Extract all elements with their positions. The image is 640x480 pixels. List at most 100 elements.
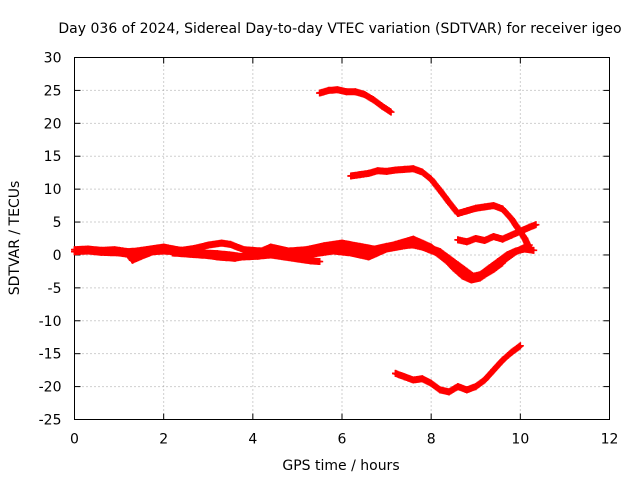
data-point	[490, 202, 498, 210]
x-tick-label: 10	[511, 432, 529, 448]
y-tick-label: 0	[53, 248, 62, 264]
data-point	[512, 221, 520, 229]
data-point	[436, 248, 444, 256]
data-point	[400, 165, 408, 173]
data-point	[472, 204, 480, 212]
data-point	[222, 254, 230, 262]
y-tick-label: -25	[39, 413, 62, 429]
data-point	[360, 90, 368, 98]
data-point	[454, 261, 462, 269]
data-point	[463, 386, 471, 394]
data-point	[240, 252, 248, 260]
y-tick-label: 15	[44, 149, 62, 165]
data-point	[383, 167, 391, 175]
data-points	[71, 86, 540, 396]
x-tick-label: 6	[338, 432, 347, 448]
x-axis: 0 2 4 6 8 10 12	[70, 57, 619, 448]
data-point	[334, 86, 342, 94]
data-point	[427, 175, 435, 183]
data-point	[436, 186, 444, 194]
series-track-4	[169, 240, 506, 282]
data-point	[418, 168, 426, 176]
data-point	[445, 254, 453, 262]
data-point	[409, 376, 417, 384]
data-point	[128, 256, 136, 264]
data-point	[142, 248, 150, 256]
data-point	[307, 257, 315, 265]
data-point	[454, 209, 462, 217]
data-point	[445, 388, 453, 396]
data-point	[186, 250, 194, 258]
data-point	[378, 102, 386, 110]
data-point	[71, 248, 78, 256]
data-point	[499, 259, 506, 267]
chart-title: Day 036 of 2024, Sidereal Day-to-day VTE…	[58, 21, 621, 37]
x-tick-label: 4	[248, 432, 257, 448]
data-point	[365, 253, 373, 261]
data-point	[369, 96, 377, 104]
y-tick-label: 25	[44, 83, 62, 99]
data-point	[472, 274, 480, 282]
data-point	[347, 249, 355, 257]
series-track-5	[316, 86, 395, 116]
data-point	[490, 233, 498, 241]
data-point	[530, 246, 538, 254]
data-point	[84, 247, 92, 255]
data-point	[227, 240, 235, 248]
data-point	[320, 242, 328, 250]
data-point	[427, 244, 435, 252]
data-point	[427, 379, 435, 387]
data-point	[472, 383, 480, 391]
data-point	[516, 227, 524, 235]
data-point	[169, 249, 177, 257]
data-point	[499, 205, 506, 213]
data-point	[240, 246, 248, 254]
data-point	[316, 89, 324, 97]
data-point	[316, 258, 324, 266]
data-point	[481, 376, 489, 384]
data-point	[356, 171, 364, 179]
data-point	[418, 240, 426, 248]
data-point	[525, 223, 533, 231]
y-tick-label: -10	[39, 314, 62, 330]
y-tick-label: 5	[53, 215, 62, 231]
data-point	[115, 249, 123, 257]
series-track-8	[392, 342, 524, 396]
data-point	[383, 245, 391, 253]
data-point	[400, 373, 408, 381]
data-point	[481, 203, 489, 211]
series-track-6	[347, 165, 533, 252]
data-point	[400, 242, 408, 250]
y-axis: -25 -20 -15 -10 -5 0 5 10 15 20 25 30	[39, 51, 610, 429]
x-tick-label: 8	[427, 432, 436, 448]
x-tick-label: 2	[159, 432, 168, 448]
data-point	[356, 242, 364, 250]
data-point	[507, 215, 515, 223]
data-point	[374, 167, 382, 175]
data-point	[329, 247, 337, 255]
data-point	[347, 172, 355, 180]
data-point	[392, 369, 399, 377]
data-point	[392, 166, 399, 174]
data-point	[276, 252, 284, 260]
data-point	[97, 248, 105, 256]
data-point	[521, 235, 529, 242]
grid	[74, 57, 610, 420]
data-point	[481, 236, 489, 244]
data-point	[302, 246, 310, 254]
data-point	[338, 239, 346, 247]
data-point	[472, 235, 480, 242]
data-point	[445, 198, 453, 206]
y-tick-label: -15	[39, 347, 62, 363]
data-point	[512, 248, 520, 256]
series-track-7	[454, 221, 540, 246]
data-point	[499, 235, 506, 243]
data-point	[409, 165, 417, 173]
data-point	[436, 386, 444, 394]
x-axis-label: GPS time / hours	[282, 458, 399, 474]
x-tick-label: 12	[601, 432, 619, 448]
data-point	[463, 238, 471, 246]
data-point	[499, 356, 506, 364]
data-point	[463, 207, 471, 215]
